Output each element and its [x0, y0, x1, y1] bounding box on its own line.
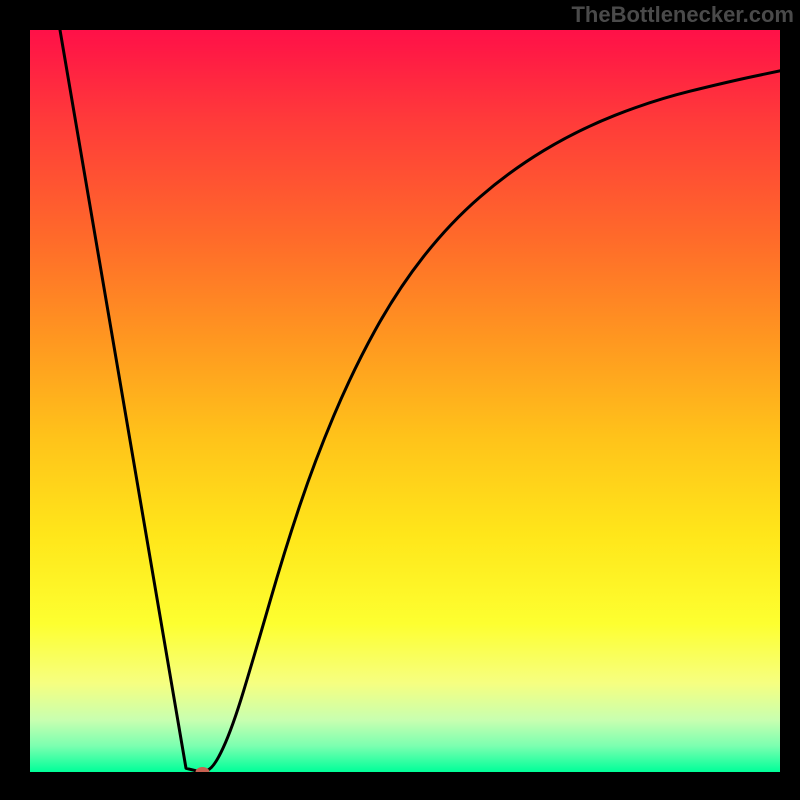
- watermark-text: TheBottlenecker.com: [571, 2, 794, 28]
- bottleneck-curve-chart: [0, 0, 800, 800]
- chart-container: TheBottlenecker.com: [0, 0, 800, 800]
- gradient-background: [30, 30, 780, 772]
